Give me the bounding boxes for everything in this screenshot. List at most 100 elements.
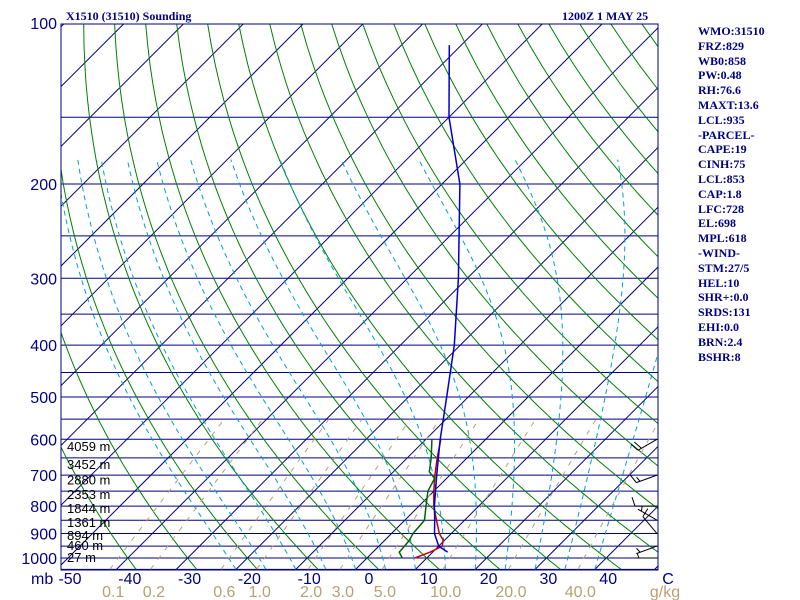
isotherm-line <box>474 385 658 570</box>
moist-adiabat-line <box>61 190 237 570</box>
mixing-ratio-line <box>256 418 363 570</box>
mixing-ratio-label: g/kg <box>650 584 680 600</box>
wind-barb-flag <box>630 443 639 451</box>
wind-barb-staff <box>636 545 658 555</box>
param-item: BSHR:8 <box>698 349 741 364</box>
temperature-tick-label: 30 <box>540 571 558 588</box>
temperature-tick-label: 20 <box>480 571 498 588</box>
pressure-unit-label: mb <box>31 571 53 588</box>
height-label: 460 m <box>67 538 103 553</box>
isotherm-line <box>714 11 800 569</box>
isotherm-line <box>235 146 658 570</box>
wind-barb <box>630 438 658 451</box>
wind-barb-staff <box>637 508 658 521</box>
pressure-tick-label: 800 <box>30 499 57 516</box>
chart-title: X1510 (31510) Sounding <box>66 9 192 23</box>
isotherm-line <box>415 326 658 570</box>
wind-barbs <box>630 438 658 559</box>
temperature-tick-label: -30 <box>178 571 201 588</box>
moist-adiabat-line <box>190 159 387 570</box>
param-item: BRN:2.4 <box>698 334 743 349</box>
wind-barb-half-flag <box>640 505 643 512</box>
dry-adiabat-line <box>145 24 440 570</box>
mixing-ratio-line <box>220 418 330 570</box>
isotherm-line <box>116 27 658 570</box>
isotherm-line <box>61 24 364 327</box>
height-label: 3452 m <box>67 457 110 472</box>
isotherm-line <box>295 206 658 570</box>
mixing-ratio-line <box>150 418 264 570</box>
mixing-ratio-line <box>307 418 411 570</box>
moist-adiabat-line <box>564 159 626 570</box>
mixing-ratio-label: 0.6 <box>213 584 235 600</box>
param-item: -PARCEL- <box>698 127 755 142</box>
mixing-ratio-line <box>442 418 537 570</box>
mixing-ratio-label: 1.0 <box>249 584 271 600</box>
wind-barb-half-flag <box>636 476 641 482</box>
wind-barb-flag <box>633 441 642 449</box>
grid-layer <box>61 11 800 570</box>
dry-adiabat-line <box>269 24 658 553</box>
wind-barb <box>630 474 658 484</box>
pressure-tick-label: 100 <box>30 16 57 33</box>
temperature-tick-label: -20 <box>238 571 261 588</box>
isotherm-line <box>654 565 658 570</box>
valid-time: 1200Z 1 MAY 25 <box>562 9 649 23</box>
wind-barb <box>635 552 657 559</box>
mixing-ratio-label: 0.1 <box>102 584 124 600</box>
isotherm-line <box>61 24 185 148</box>
param-item: RH:76.6 <box>698 83 741 98</box>
wind-barb <box>631 496 657 507</box>
height-label: 2353 m <box>67 487 110 502</box>
height-label: 27 m <box>67 550 96 565</box>
isotherm-line <box>61 24 603 566</box>
isotherm-line <box>534 445 658 570</box>
param-item: MPL:618 <box>698 231 747 246</box>
mixing-ratio-label: 20.0 <box>495 584 526 600</box>
mixing-ratio-label: 0.2 <box>143 584 165 600</box>
wind-barb <box>636 545 658 555</box>
dry-adiabat-line <box>610 24 658 91</box>
wind-barb-staff <box>642 516 658 534</box>
wind-barb-flag <box>642 508 649 517</box>
isotherm-line <box>61 24 424 387</box>
mixing-ratio-axis: 0.1 0.2 0.6 1.0 2.0 3.0 5.0 10.0 20.0 40.0 g/kg <box>102 584 680 600</box>
dry-adiabat-line <box>83 24 319 570</box>
moist-adiabat-line <box>77 159 267 570</box>
trace-layer <box>398 45 461 559</box>
dry-adiabat-line <box>393 24 658 383</box>
param-item: FRZ:829 <box>698 38 744 53</box>
dry-adiabat-line <box>61 166 258 570</box>
temperature-tick-label: -50 <box>58 571 81 588</box>
isotherm-line <box>175 86 658 570</box>
wind-barb-staff <box>636 474 658 484</box>
height-label: 2880 m <box>67 472 110 487</box>
dry-adiabat-line <box>486 24 658 258</box>
wind-barb <box>637 505 658 521</box>
param-item: HEL:10 <box>698 275 740 290</box>
isotherm-line <box>61 24 65 28</box>
temperature-trace <box>414 439 444 559</box>
height-label: 1361 m <box>67 515 110 530</box>
dry-adiabat-line <box>703 23 800 569</box>
dry-adiabat-line <box>796 23 800 569</box>
param-item: EL:698 <box>698 216 737 231</box>
mixing-ratio-label: 5.0 <box>374 584 396 600</box>
param-item: STM:27/5 <box>698 260 750 275</box>
dry-adiabat-line <box>455 24 658 299</box>
param-item: CINH:75 <box>698 157 746 172</box>
dry-adiabat-line <box>517 24 658 216</box>
moist-adiabat-line <box>156 159 357 570</box>
pressure-tick-label: 700 <box>30 468 57 485</box>
pressure-tick-label: 900 <box>30 527 57 544</box>
temperature-tick-label: 10 <box>420 571 438 588</box>
dry-adiabat-line <box>176 24 501 570</box>
param-item: PW:0.48 <box>698 68 742 83</box>
param-item: CAP:1.8 <box>698 186 742 201</box>
mixing-ratio-line <box>109 418 225 570</box>
param-item: LCL:935 <box>698 112 745 127</box>
temperature-tick-label: -40 <box>118 571 141 588</box>
